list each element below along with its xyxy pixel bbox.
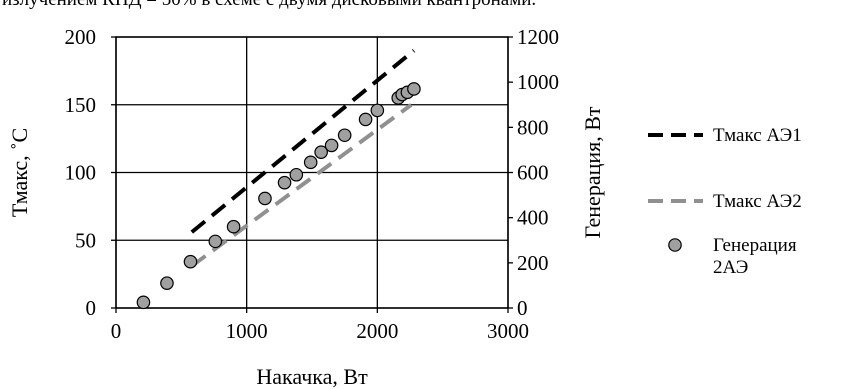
- data-point: [358, 112, 373, 127]
- legend-label-3: Генерация 2АЭ: [713, 235, 797, 278]
- data-point: [183, 254, 198, 269]
- legend-label-line: Генерация: [713, 235, 797, 256]
- series-markers: [136, 82, 421, 310]
- grid-lines: [115, 36, 509, 309]
- data-point: [277, 175, 292, 190]
- legend-label-line: 2АЭ: [713, 257, 748, 278]
- y2-tick-label: 800: [517, 115, 549, 139]
- y2-tick-label: 400: [517, 206, 549, 230]
- legend: Тмакс АЭ1 Тмакс АЭ2 Генерация 2АЭ: [648, 125, 802, 278]
- y-tick-label: 50: [75, 228, 96, 252]
- x-axis-ticks: 0 1000 2000 3000: [111, 308, 529, 343]
- data-point: [226, 219, 241, 234]
- y2-tick-label: 0: [517, 296, 528, 320]
- data-point: [303, 155, 318, 170]
- data-point: [407, 82, 421, 96]
- x-tick-label: 1000: [226, 319, 268, 343]
- legend-label-2: Тмакс АЭ2: [713, 191, 802, 212]
- y-tick-label: 200: [65, 25, 97, 49]
- legend-label-1: Тмакс АЭ1: [713, 125, 802, 146]
- y-tick-label: 0: [86, 296, 97, 320]
- y-axis-right-label: Генерация, Вт: [580, 106, 605, 238]
- y2-tick-label: 1200: [517, 25, 559, 49]
- y-axis-left-ticks: 0 50 100 150 200: [65, 25, 116, 320]
- data-point: [289, 167, 304, 182]
- data-point: [136, 295, 151, 310]
- series-line-2: [190, 103, 413, 268]
- y2-tick-label: 1000: [517, 70, 559, 94]
- y-axis-right-ticks: 0 200 400 600 800 1000 1200: [508, 25, 559, 320]
- series-line-1: [190, 49, 416, 234]
- x-tick-label: 0: [111, 319, 122, 343]
- x-axis-label: Накачка, Вт: [256, 364, 368, 389]
- figure-caption-fragment: излучением КПД = 50% в схеме с двумя дис…: [2, 0, 536, 11]
- y-tick-label: 100: [65, 161, 97, 185]
- data-point: [337, 128, 352, 143]
- series-lines: [190, 49, 416, 268]
- y2-tick-label: 200: [517, 251, 549, 275]
- y-tick-label: 150: [65, 93, 97, 117]
- data-point: [258, 191, 272, 206]
- y-axis-left-label: Тмакс, ˚С: [7, 128, 32, 217]
- data-point: [160, 276, 174, 290]
- data-point: [370, 103, 385, 118]
- data-point: [324, 138, 339, 153]
- data-point: [314, 145, 328, 159]
- legend-swatch-3: [668, 238, 682, 252]
- data-point: [208, 234, 223, 249]
- x-tick-label: 3000: [487, 319, 529, 343]
- x-tick-label: 2000: [356, 319, 398, 343]
- y2-tick-label: 600: [517, 161, 549, 185]
